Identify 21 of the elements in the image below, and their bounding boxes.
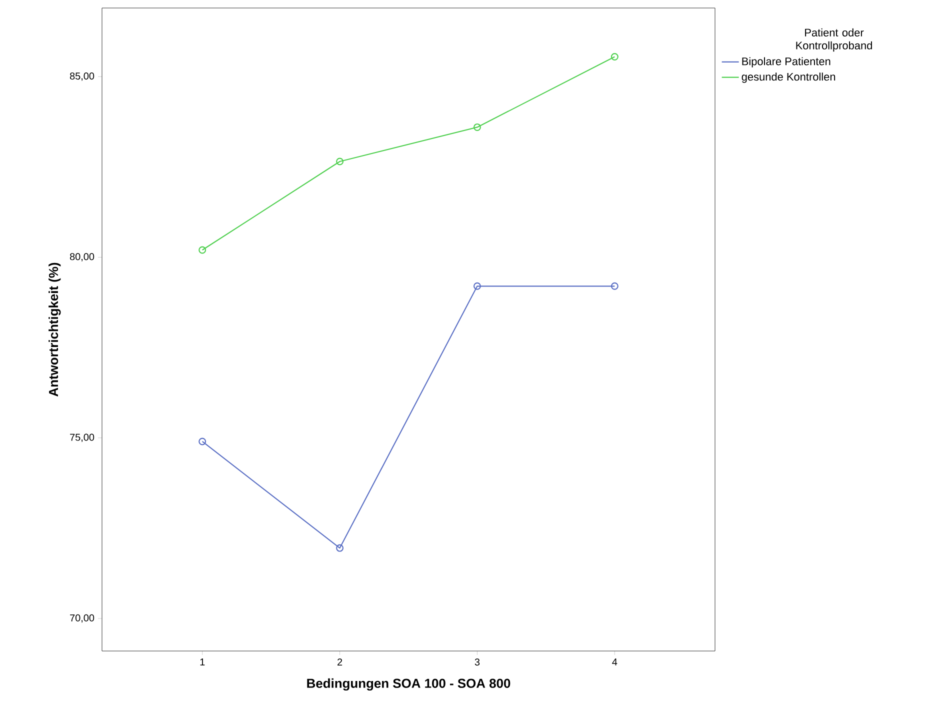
y-axis-title: Antwortrichtigkeit (%): [48, 262, 61, 396]
point: [610, 53, 618, 61]
x-tick-label: 2: [338, 658, 342, 666]
legend-label: Bipolare Patienten: [742, 57, 830, 68]
y-tick-label: 70,00: [70, 614, 94, 623]
y-tick-label: 75,00: [70, 434, 94, 442]
point: [473, 123, 481, 131]
x-tick-label: 3: [474, 658, 480, 666]
x-tick-label: 4: [612, 658, 618, 666]
point: [610, 282, 618, 290]
y-tick-label: 80,00: [70, 253, 94, 262]
x-tick-label: 1: [200, 658, 205, 666]
point: [198, 438, 206, 446]
point: [473, 282, 481, 290]
point: [336, 158, 344, 166]
legend-label: gesunde Kontrollen: [742, 72, 836, 83]
y-tick-label: 85,00: [70, 72, 94, 81]
point: [336, 544, 344, 552]
x-axis-title: Bedingungen SOA 100 - SOA 800: [307, 678, 510, 691]
point: [198, 246, 206, 254]
legend-title: Patient oder Kontrollproband: [796, 28, 872, 52]
